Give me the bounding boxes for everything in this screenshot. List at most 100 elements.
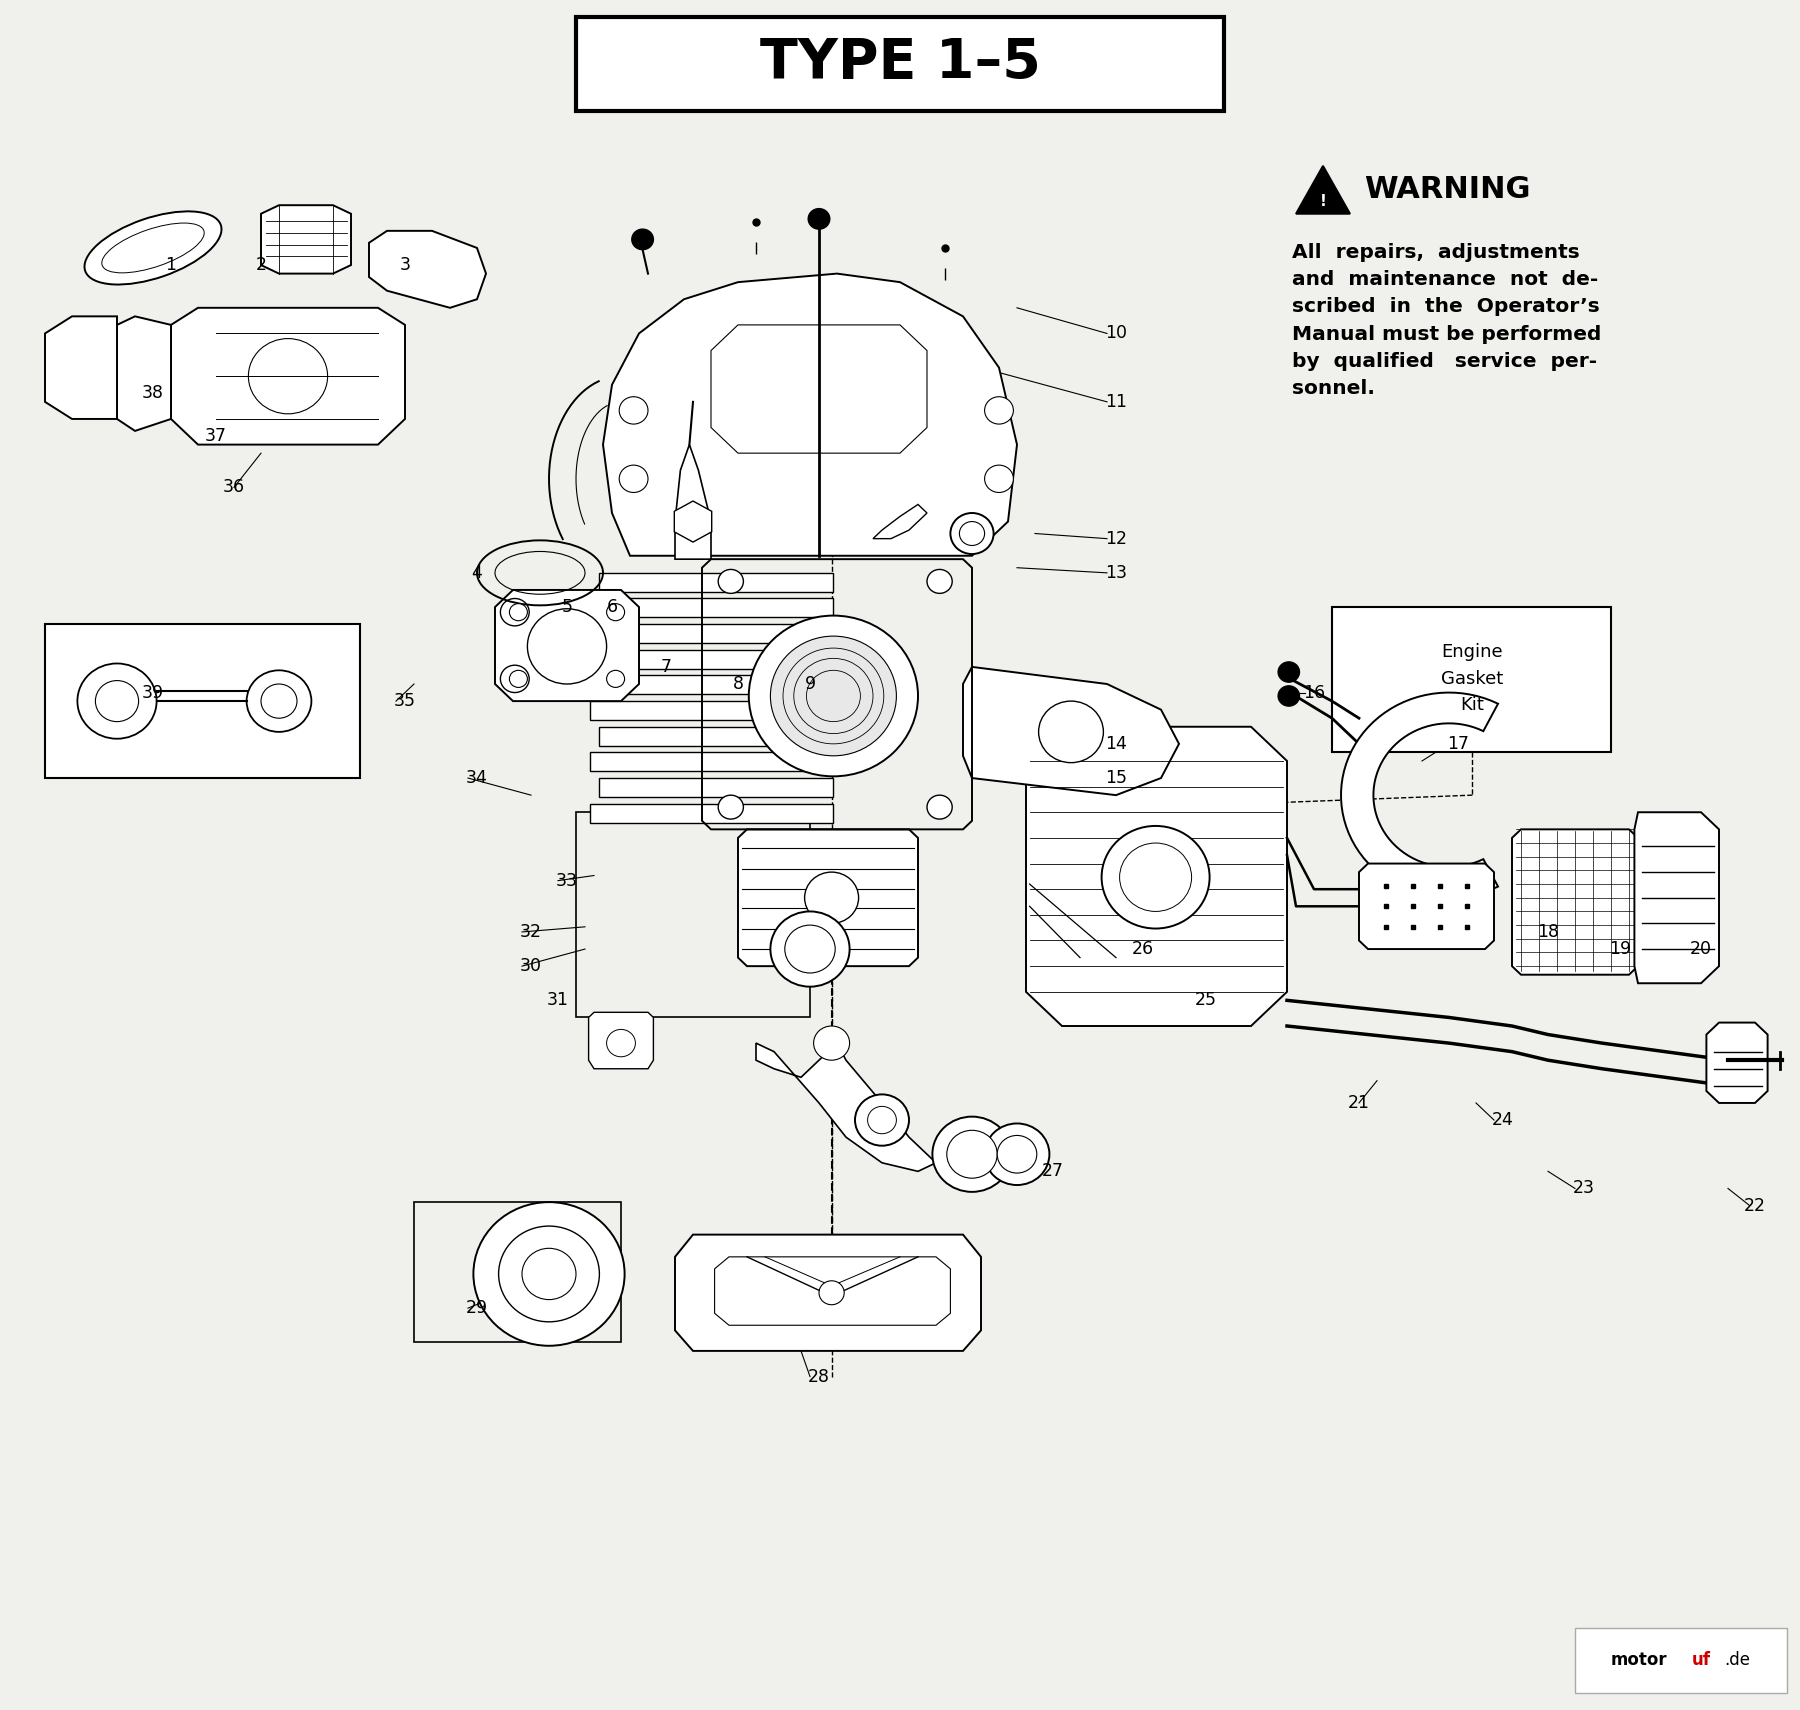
Circle shape xyxy=(95,681,139,722)
Circle shape xyxy=(770,911,850,987)
Bar xyxy=(590,598,832,617)
Bar xyxy=(598,675,832,694)
FancyBboxPatch shape xyxy=(1575,1628,1787,1693)
Polygon shape xyxy=(738,829,918,966)
Circle shape xyxy=(819,1281,844,1305)
Polygon shape xyxy=(589,1012,653,1069)
Polygon shape xyxy=(369,231,486,308)
Text: 16: 16 xyxy=(1303,684,1325,701)
Polygon shape xyxy=(675,445,711,559)
Circle shape xyxy=(947,1130,997,1178)
Text: 12: 12 xyxy=(1105,530,1127,547)
Text: motor: motor xyxy=(1611,1652,1667,1669)
Text: 28: 28 xyxy=(808,1368,830,1385)
Text: TYPE 1–5: TYPE 1–5 xyxy=(760,36,1040,91)
Polygon shape xyxy=(711,325,927,453)
Bar xyxy=(414,1202,621,1342)
Ellipse shape xyxy=(85,212,221,284)
Bar xyxy=(576,812,810,1017)
Circle shape xyxy=(499,1226,599,1322)
Circle shape xyxy=(985,397,1013,424)
Polygon shape xyxy=(675,1235,981,1351)
Circle shape xyxy=(997,1135,1037,1173)
Text: 4: 4 xyxy=(472,564,482,581)
Circle shape xyxy=(509,604,527,621)
Text: All  repairs,  adjustments
and  maintenance  not  de-
scribed  in  the  Operator: All repairs, adjustments and maintenance… xyxy=(1292,243,1602,398)
Circle shape xyxy=(632,229,653,250)
Circle shape xyxy=(509,670,527,687)
Circle shape xyxy=(619,397,648,424)
Polygon shape xyxy=(873,504,927,539)
Text: Engine
Gasket
Kit: Engine Gasket Kit xyxy=(1442,643,1503,715)
Polygon shape xyxy=(117,316,171,431)
Circle shape xyxy=(607,604,625,621)
Bar xyxy=(590,752,832,771)
Bar xyxy=(598,727,832,746)
Circle shape xyxy=(814,1026,850,1060)
Circle shape xyxy=(749,616,918,776)
Circle shape xyxy=(927,795,952,819)
Text: 27: 27 xyxy=(1042,1163,1064,1180)
Text: uf: uf xyxy=(1692,1652,1712,1669)
Ellipse shape xyxy=(103,222,203,274)
Bar xyxy=(598,778,832,797)
Bar xyxy=(590,701,832,720)
Circle shape xyxy=(607,670,625,687)
Circle shape xyxy=(1278,662,1300,682)
Circle shape xyxy=(718,795,743,819)
FancyBboxPatch shape xyxy=(1332,607,1611,752)
Text: 19: 19 xyxy=(1609,941,1631,958)
Text: 25: 25 xyxy=(1195,992,1217,1009)
Text: 17: 17 xyxy=(1447,735,1469,752)
Bar xyxy=(590,650,832,669)
Text: 14: 14 xyxy=(1105,735,1127,752)
Circle shape xyxy=(247,670,311,732)
Polygon shape xyxy=(1359,864,1494,949)
Polygon shape xyxy=(171,308,405,445)
Circle shape xyxy=(500,665,529,693)
Text: 32: 32 xyxy=(520,923,542,941)
Text: 18: 18 xyxy=(1537,923,1559,941)
Text: 5: 5 xyxy=(562,598,572,616)
FancyBboxPatch shape xyxy=(576,17,1224,111)
Text: !: ! xyxy=(1319,195,1327,209)
Circle shape xyxy=(619,465,648,492)
Text: 8: 8 xyxy=(733,675,743,693)
Polygon shape xyxy=(1512,829,1638,975)
Polygon shape xyxy=(495,590,639,701)
Text: 21: 21 xyxy=(1348,1094,1370,1112)
Circle shape xyxy=(855,1094,909,1146)
Bar xyxy=(598,573,832,592)
Circle shape xyxy=(1102,826,1210,929)
Circle shape xyxy=(522,1248,576,1300)
Circle shape xyxy=(868,1106,896,1134)
Circle shape xyxy=(1278,686,1300,706)
Text: 30: 30 xyxy=(520,958,542,975)
Text: 33: 33 xyxy=(556,872,578,889)
Text: 1: 1 xyxy=(166,256,176,274)
Polygon shape xyxy=(603,274,1017,556)
Text: 36: 36 xyxy=(223,479,245,496)
Circle shape xyxy=(718,569,743,593)
Bar xyxy=(45,624,360,778)
Polygon shape xyxy=(1026,727,1287,1026)
Text: 2: 2 xyxy=(256,256,266,274)
Text: WARNING: WARNING xyxy=(1364,176,1530,203)
Polygon shape xyxy=(1296,166,1350,214)
Bar xyxy=(598,624,832,643)
Text: 3: 3 xyxy=(400,256,410,274)
Polygon shape xyxy=(963,667,1179,795)
Polygon shape xyxy=(1706,1023,1768,1103)
Circle shape xyxy=(770,636,896,756)
Text: 13: 13 xyxy=(1105,564,1127,581)
Text: .de: .de xyxy=(1724,1652,1750,1669)
Circle shape xyxy=(927,569,952,593)
Circle shape xyxy=(607,1029,635,1057)
Text: 20: 20 xyxy=(1690,941,1712,958)
Text: 29: 29 xyxy=(466,1300,488,1317)
Polygon shape xyxy=(715,1257,950,1325)
Text: 10: 10 xyxy=(1105,325,1127,342)
Text: 37: 37 xyxy=(205,428,227,445)
Text: 7: 7 xyxy=(661,658,671,675)
Polygon shape xyxy=(756,1043,936,1171)
